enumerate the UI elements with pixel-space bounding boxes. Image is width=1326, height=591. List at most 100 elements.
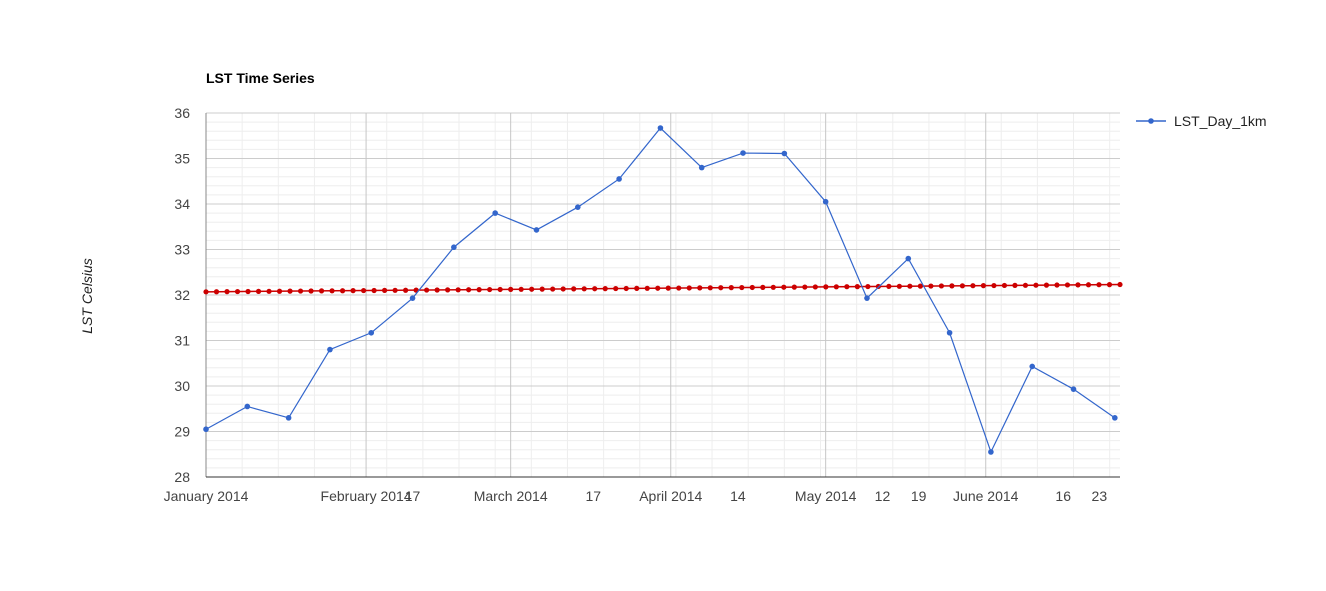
y-tick-label: 32 bbox=[174, 287, 190, 303]
trend-point bbox=[1033, 282, 1039, 288]
trend-point bbox=[613, 285, 619, 292]
trend-point bbox=[991, 282, 997, 289]
x-tick-label: January 2014 bbox=[164, 488, 249, 504]
trend-point bbox=[1012, 282, 1018, 288]
data-point bbox=[1029, 363, 1036, 370]
trend-point bbox=[1096, 282, 1102, 288]
x-tick-label: 17 bbox=[585, 488, 601, 504]
data-point bbox=[327, 346, 333, 353]
trend-point bbox=[508, 286, 514, 292]
trend-point bbox=[823, 284, 829, 290]
trend-point bbox=[739, 284, 745, 291]
trend-point bbox=[686, 285, 692, 291]
trend-point bbox=[865, 283, 871, 290]
data-point bbox=[905, 255, 912, 262]
trend-point bbox=[896, 283, 902, 289]
trend-point bbox=[665, 285, 671, 291]
trend-point bbox=[255, 288, 262, 294]
data-point bbox=[533, 227, 540, 233]
trend-point bbox=[707, 285, 713, 291]
data-point bbox=[988, 449, 994, 455]
trend-point bbox=[970, 283, 976, 289]
trend-point bbox=[760, 284, 766, 290]
trend-point bbox=[308, 288, 314, 294]
x-tick-label: May 2014 bbox=[795, 488, 857, 504]
trend-point bbox=[550, 286, 556, 292]
trend-point bbox=[959, 283, 966, 289]
trend-point bbox=[339, 288, 346, 294]
data-point bbox=[1112, 415, 1118, 421]
data-point bbox=[285, 415, 292, 421]
trend-point bbox=[907, 283, 913, 289]
trend-point bbox=[938, 283, 945, 289]
data-point bbox=[740, 150, 746, 156]
trend-point bbox=[1022, 282, 1029, 288]
data-point bbox=[1070, 386, 1077, 392]
trend-point bbox=[350, 288, 356, 294]
trend-point bbox=[1085, 282, 1092, 288]
x-tick-label: 16 bbox=[1055, 488, 1071, 504]
trend-point bbox=[886, 283, 892, 289]
trend-point bbox=[381, 287, 388, 293]
y-axis-ticks: 28 29 30 31 32 33 34 35 36 bbox=[174, 105, 190, 485]
trend-point bbox=[749, 284, 755, 291]
trend-point bbox=[392, 287, 398, 293]
trend-point bbox=[1001, 282, 1008, 289]
x-tick-label: April 2014 bbox=[639, 488, 702, 504]
x-tick-label: 17 bbox=[405, 488, 421, 504]
legend-label: LST_Day_1km bbox=[1174, 113, 1267, 129]
trend-point bbox=[781, 284, 787, 290]
y-tick-label: 35 bbox=[174, 151, 190, 167]
trend-point bbox=[917, 283, 923, 289]
trend-point bbox=[445, 287, 451, 293]
trend-series bbox=[203, 281, 1123, 295]
trend-point bbox=[1117, 281, 1123, 288]
y-tick-label: 31 bbox=[174, 333, 190, 349]
y-tick-label: 36 bbox=[174, 105, 190, 121]
trend-point bbox=[560, 286, 566, 292]
data-point bbox=[616, 176, 622, 182]
trend-point bbox=[434, 287, 440, 293]
x-tick-label: March 2014 bbox=[474, 488, 548, 504]
trend-point bbox=[1054, 282, 1060, 288]
trend-point bbox=[928, 283, 934, 289]
trend-point bbox=[812, 284, 818, 290]
trend-point bbox=[802, 284, 808, 290]
trend-point bbox=[676, 285, 682, 291]
trend-point bbox=[644, 285, 650, 291]
trend-point bbox=[949, 283, 955, 289]
trend-point bbox=[728, 285, 734, 291]
minor-gridlines bbox=[206, 113, 1120, 477]
x-tick-label: June 2014 bbox=[953, 488, 1019, 504]
trend-point bbox=[403, 287, 409, 293]
data-point bbox=[451, 244, 457, 251]
trend-point bbox=[539, 286, 545, 292]
trend-point bbox=[844, 284, 850, 290]
trend-point bbox=[497, 286, 503, 293]
trend-point bbox=[360, 287, 367, 294]
y-tick-label: 29 bbox=[174, 424, 190, 440]
trend-point bbox=[980, 283, 987, 289]
y-tick-label: 28 bbox=[174, 469, 190, 485]
data-point bbox=[657, 125, 664, 131]
chart-title: LST Time Series bbox=[206, 70, 315, 86]
data-point bbox=[409, 295, 416, 301]
data-point bbox=[244, 403, 251, 410]
axes bbox=[205, 113, 1120, 478]
x-tick-label: 19 bbox=[911, 488, 927, 504]
trend-point bbox=[287, 288, 293, 294]
legend[interactable]: LST_Day_1km bbox=[1136, 113, 1267, 129]
data-point bbox=[946, 329, 953, 336]
trend-point bbox=[266, 288, 272, 294]
trend-line bbox=[205, 283, 1121, 293]
trend-point bbox=[1064, 282, 1071, 288]
data-point bbox=[864, 295, 870, 301]
trend-point bbox=[455, 287, 461, 293]
data-point bbox=[574, 204, 581, 210]
trend-point bbox=[529, 286, 535, 292]
trend-point bbox=[602, 286, 608, 292]
trend-point bbox=[424, 287, 430, 293]
x-tick-label: 23 bbox=[1092, 488, 1108, 504]
trend-point bbox=[466, 287, 472, 293]
